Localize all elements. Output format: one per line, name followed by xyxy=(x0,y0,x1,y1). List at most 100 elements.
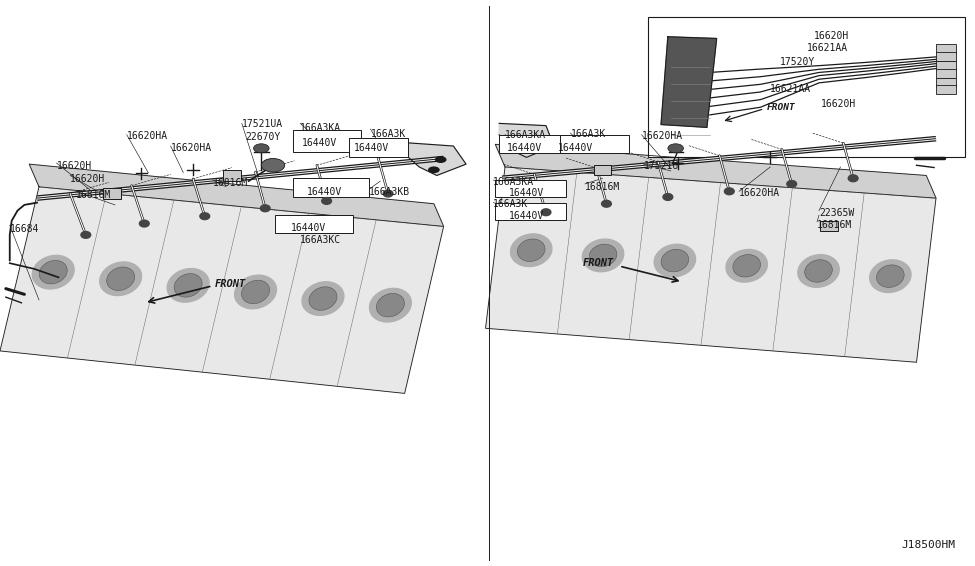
Bar xyxy=(936,85,956,94)
Ellipse shape xyxy=(787,181,797,187)
Text: 16440V: 16440V xyxy=(354,143,389,153)
Text: 16816M: 16816M xyxy=(76,190,111,200)
Text: 16440V: 16440V xyxy=(558,143,593,153)
Ellipse shape xyxy=(167,268,209,302)
Text: J18500HM: J18500HM xyxy=(902,540,955,550)
Text: 17521UA: 17521UA xyxy=(242,119,283,129)
Ellipse shape xyxy=(175,273,202,297)
Text: 16620HA: 16620HA xyxy=(739,188,780,198)
Text: 166A3K: 166A3K xyxy=(570,129,605,139)
Ellipse shape xyxy=(235,275,277,309)
Circle shape xyxy=(254,144,269,153)
Bar xyxy=(103,188,121,199)
Ellipse shape xyxy=(39,260,67,284)
Bar xyxy=(495,180,566,197)
Ellipse shape xyxy=(200,213,210,220)
Text: 16621AA: 16621AA xyxy=(770,84,811,94)
Text: 16620HA: 16620HA xyxy=(171,143,212,153)
Ellipse shape xyxy=(511,234,552,267)
Ellipse shape xyxy=(726,250,767,282)
Ellipse shape xyxy=(541,209,551,216)
Text: 16816M: 16816M xyxy=(817,220,852,230)
Text: 16620H: 16620H xyxy=(70,174,105,185)
Ellipse shape xyxy=(870,260,911,293)
Bar xyxy=(936,78,956,87)
Circle shape xyxy=(428,166,440,173)
Text: 166A3K: 166A3K xyxy=(370,129,406,139)
Ellipse shape xyxy=(877,265,904,288)
Bar xyxy=(292,178,369,197)
Bar xyxy=(495,203,566,220)
Ellipse shape xyxy=(106,267,135,290)
Text: 22670Y: 22670Y xyxy=(246,132,281,142)
Ellipse shape xyxy=(139,220,149,227)
Bar xyxy=(223,170,241,181)
Text: 16620HA: 16620HA xyxy=(642,131,682,142)
Text: FRONT: FRONT xyxy=(583,258,614,268)
Circle shape xyxy=(668,144,683,153)
Bar xyxy=(820,221,838,231)
Polygon shape xyxy=(661,37,717,127)
Ellipse shape xyxy=(376,293,405,317)
Polygon shape xyxy=(0,187,444,393)
Bar xyxy=(292,130,361,152)
Text: FRONT: FRONT xyxy=(214,279,246,289)
Ellipse shape xyxy=(322,198,332,204)
Bar xyxy=(936,52,956,61)
Ellipse shape xyxy=(582,239,624,272)
Polygon shape xyxy=(405,143,466,175)
Polygon shape xyxy=(29,164,444,226)
Text: 17520Y: 17520Y xyxy=(780,57,815,67)
Text: 16620H: 16620H xyxy=(814,31,849,41)
Ellipse shape xyxy=(602,200,611,207)
Text: 16816M: 16816M xyxy=(213,178,248,188)
Ellipse shape xyxy=(260,205,270,212)
Ellipse shape xyxy=(804,260,833,282)
Text: FRONT: FRONT xyxy=(766,103,795,112)
Ellipse shape xyxy=(733,255,761,277)
Text: 16816M: 16816M xyxy=(585,182,620,192)
Bar xyxy=(275,215,353,233)
Text: 16620H: 16620H xyxy=(821,99,856,109)
Text: 16620H: 16620H xyxy=(57,161,92,171)
Text: 166A3K: 166A3K xyxy=(493,199,528,209)
Text: 166A3KA: 166A3KA xyxy=(505,130,546,140)
Ellipse shape xyxy=(309,287,337,310)
Text: 166A3KA: 166A3KA xyxy=(493,177,534,187)
Ellipse shape xyxy=(99,262,141,295)
Bar xyxy=(349,138,408,157)
Text: 166A3KA: 166A3KA xyxy=(300,123,341,134)
Ellipse shape xyxy=(848,175,858,182)
Text: 22365W: 22365W xyxy=(819,208,854,218)
Bar xyxy=(594,165,611,175)
Ellipse shape xyxy=(32,255,74,289)
Bar xyxy=(936,44,956,53)
Text: 16621AA: 16621AA xyxy=(807,43,848,53)
Ellipse shape xyxy=(242,280,269,304)
Circle shape xyxy=(261,158,285,172)
Ellipse shape xyxy=(370,288,411,322)
Text: 16440V: 16440V xyxy=(302,138,337,148)
Text: 16440V: 16440V xyxy=(509,188,544,198)
Ellipse shape xyxy=(654,245,695,277)
Text: 16440V: 16440V xyxy=(307,187,342,197)
Ellipse shape xyxy=(518,239,545,261)
Bar xyxy=(499,135,567,153)
Text: 166A3KC: 166A3KC xyxy=(300,235,341,245)
Ellipse shape xyxy=(81,231,91,238)
Bar xyxy=(648,17,965,157)
Text: 16440V: 16440V xyxy=(507,143,542,153)
Circle shape xyxy=(435,156,447,163)
Polygon shape xyxy=(495,144,936,198)
Bar xyxy=(560,135,629,153)
Text: 16684: 16684 xyxy=(10,224,39,234)
Ellipse shape xyxy=(661,250,688,272)
Polygon shape xyxy=(499,123,554,157)
Text: 166A3KB: 166A3KB xyxy=(369,187,410,197)
Ellipse shape xyxy=(663,194,673,200)
Polygon shape xyxy=(486,167,936,362)
Text: 16620HA: 16620HA xyxy=(127,131,168,142)
Text: 16440V: 16440V xyxy=(291,223,326,233)
Ellipse shape xyxy=(589,244,617,267)
Ellipse shape xyxy=(724,188,734,195)
